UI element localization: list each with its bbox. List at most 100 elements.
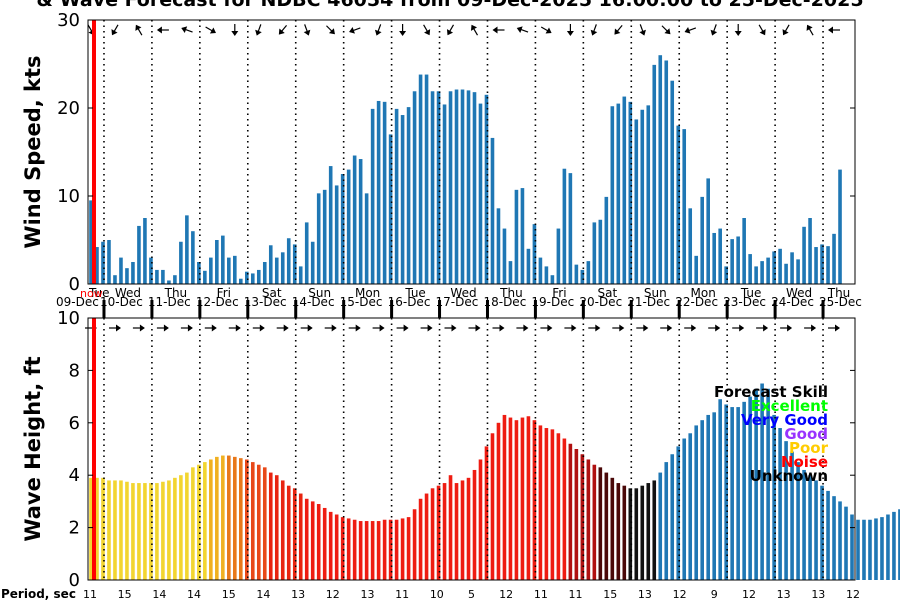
- wave-bar: [472, 469, 477, 580]
- wind-direction-arrow: [734, 24, 742, 36]
- wave-bar: [346, 518, 351, 580]
- legend-title: Forecast Skill: [714, 383, 828, 401]
- wave-bar: [334, 514, 339, 580]
- period-tick-label: 11: [395, 588, 409, 600]
- wind-direction-arrow: [278, 25, 288, 35]
- day-date-label: 15-Dec: [340, 295, 383, 309]
- wave-bar: [526, 416, 531, 580]
- wind-direction-arrow: [255, 24, 262, 36]
- wave-bar: [622, 485, 627, 580]
- day-date-label: 21-Dec: [627, 295, 670, 309]
- wave-bar: [125, 481, 129, 580]
- wind-direction-arrow: [758, 24, 766, 36]
- wind-bar: [418, 74, 423, 284]
- wave-bar: [137, 483, 141, 580]
- wind-bar: [197, 262, 201, 284]
- wave-bar: [382, 519, 387, 580]
- wave-plot-frame: [87, 317, 856, 581]
- wind-bar: [592, 222, 597, 284]
- wave-bar: [173, 477, 177, 580]
- wind-bar: [412, 91, 417, 284]
- wave-direction-arrow: [228, 324, 241, 332]
- wave-bar: [562, 438, 567, 580]
- wave-bar: [406, 517, 411, 580]
- wave-direction-arrow: [516, 324, 529, 332]
- wave-bar: [149, 483, 153, 580]
- legend-item-good: Good: [784, 425, 828, 443]
- legend-item-excellent: Excellent: [751, 397, 828, 415]
- wave-bar: [239, 458, 243, 580]
- wind-bar: [119, 257, 123, 284]
- wind-bar: [670, 80, 675, 284]
- wind-bar: [466, 90, 471, 285]
- wind-bar: [268, 245, 273, 284]
- day-date-label: 25-Dec: [819, 295, 862, 309]
- wind-bar: [185, 215, 189, 284]
- legend-item-very-good: Very Good: [741, 411, 828, 429]
- wind-direction-arrow: [303, 24, 311, 36]
- day-weekday-label: Wed: [786, 286, 812, 300]
- wave-ylabel: Wave Height, ft: [21, 356, 45, 541]
- wave-bar: [131, 483, 135, 580]
- wave-bar: [712, 412, 716, 580]
- wave-bar: [556, 433, 561, 580]
- wind-bar: [508, 261, 513, 284]
- wind-bar: [227, 257, 231, 284]
- wind-direction-arrow: [540, 26, 552, 34]
- period-tick-label: 13: [777, 588, 791, 600]
- wind-bar: [838, 169, 842, 284]
- wind-bar: [436, 91, 441, 284]
- wave-bar: [454, 483, 459, 580]
- wind-bar: [298, 266, 303, 284]
- wind-bar: [784, 263, 788, 284]
- wave-bar: [802, 469, 806, 580]
- wave-bar: [880, 517, 884, 580]
- wave-bar: [436, 485, 441, 580]
- period-tick-label: 15: [118, 588, 132, 600]
- day-weekday-label: Tue: [88, 286, 110, 300]
- wind-bar: [754, 266, 758, 284]
- wave-bar: [442, 483, 447, 580]
- wave-bar: [742, 401, 746, 580]
- wave-bar: [310, 501, 315, 580]
- wave-bar: [286, 485, 291, 580]
- wind-bar: [352, 155, 357, 284]
- wind-bar: [430, 91, 435, 284]
- wave-bar: [388, 519, 393, 580]
- wave-bar: [652, 480, 657, 580]
- wind-bar: [622, 96, 627, 284]
- wind-direction-arrow: [639, 24, 646, 36]
- wind-direction-arrow: [566, 24, 574, 36]
- wind-bar: [586, 261, 591, 284]
- wind-bar: [364, 193, 369, 284]
- wave-bar: [484, 446, 489, 580]
- wind-bar: [760, 261, 764, 284]
- wave-bar: [736, 407, 740, 580]
- day-date-label: 09-Dec: [56, 295, 99, 309]
- wave-bar: [694, 425, 699, 580]
- wave-ytick-label: 6: [69, 413, 80, 434]
- wind-direction-arrow: [828, 26, 840, 34]
- period-tick-label: 12: [846, 588, 860, 600]
- wind-bar: [676, 125, 681, 284]
- wind-direction-arrow: [590, 24, 598, 36]
- wind-bar: [274, 257, 279, 284]
- wave-bar: [760, 383, 764, 580]
- wind-bar: [574, 264, 579, 284]
- wind-bar: [262, 262, 267, 284]
- wind-direction-arrow: [684, 27, 697, 34]
- wind-bar: [628, 101, 633, 284]
- wave-bar: [664, 462, 669, 580]
- day-weekday-label: Thu: [164, 286, 188, 300]
- wind-bar: [700, 196, 704, 284]
- day-weekday-label: Fri: [217, 286, 231, 300]
- wind-bar: [562, 168, 567, 284]
- wave-bar: [233, 456, 237, 580]
- period-tick-label: 15: [603, 588, 617, 600]
- day-date-label: 17-Dec: [436, 295, 479, 309]
- wind-bar: [209, 257, 213, 284]
- wave-direction-arrow: [276, 324, 289, 332]
- wind-bar: [748, 254, 752, 284]
- period-tick-label: 5: [468, 588, 475, 600]
